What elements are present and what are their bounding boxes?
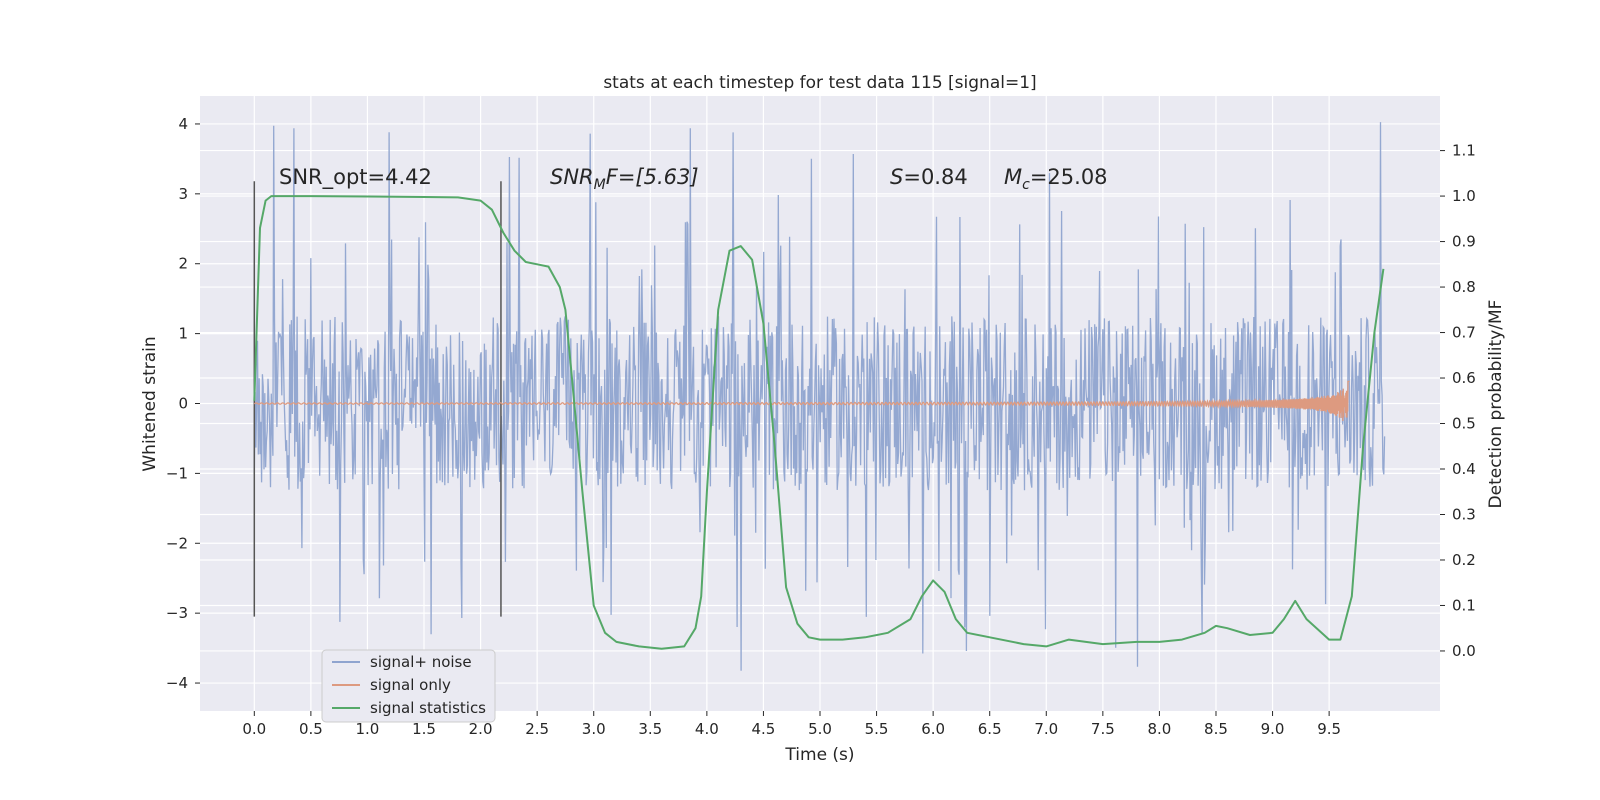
annotation-mc-sub: c [1022,177,1030,193]
x-tick-label-19: 9.5 [1317,720,1341,738]
series-signal-only [253,380,1350,422]
x-tick-label-0: 0.0 [242,720,266,738]
y-right-axis-ticks: 1.1 1.0 0.9 0.8 0.7 0.6 0.5 0.4 0.3 0.2 0.1 0.0 [1440,142,1476,660]
signal-statistics-line [253,195,1385,650]
x-tick-label-6: 3.0 [582,720,606,738]
y-right-tick-label-6: 0.5 [1452,415,1476,433]
signal-only-line [253,380,1350,422]
y-tick-label-1: 3 [178,185,188,203]
annotation-snr-mf-rest: F=[5.63] [606,165,699,189]
annotation-s-rest: =0.84 [903,165,967,189]
y-tick-label-2: 2 [178,255,188,273]
y-tick-label-5: −1 [166,464,188,482]
annotation-mc-rest: =25.08 [1030,165,1108,189]
x-tick-label-2: 1.0 [356,720,380,738]
annotation-mc: Mc=25.08 [1004,165,1108,193]
x-axis-label: Time (s) [784,745,854,765]
series-signal-plus-noise [253,122,1386,671]
x-tick-label-3: 1.5 [412,720,436,738]
legend-label-signal-only: signal only [370,676,451,694]
x-tick-label-15: 7.5 [1091,720,1115,738]
x-tick-label-12: 6.0 [921,720,945,738]
y-tick-label-3: 1 [178,325,188,343]
legend-label-signal-statistics: signal statistics [370,699,486,717]
y-right-tick-label-8: 0.3 [1452,505,1476,523]
x-tick-label-14: 7.0 [1034,720,1058,738]
x-tick-label-7: 3.5 [638,720,662,738]
x-tick-label-5: 2.5 [525,720,549,738]
x-tick-label-1: 0.5 [299,720,323,738]
y-right-axis-label: Detection probability/MF [1486,300,1506,509]
annotation-s-main: S [890,165,903,189]
signal-plus-noise-line [253,122,1386,671]
x-tick-label-17: 8.5 [1204,720,1228,738]
y-axis-ticks: 4 3 2 1 0 −1 −2 −3 −4 [166,115,200,692]
x-tick-label-18: 9.0 [1261,720,1285,738]
y-right-tick-label-10: 0.1 [1452,596,1476,614]
y-right-tick-label-0: 1.1 [1452,142,1476,160]
x-tick-label-8: 4.0 [695,720,719,738]
y-right-tick-label-7: 0.4 [1452,460,1476,478]
chart-title: stats at each timestep for test data 115… [603,73,1036,93]
annotation-mc-main: M [1004,165,1022,189]
legend: signal+ noise signal only signal statist… [321,649,496,723]
x-tick-label-11: 5.5 [865,720,889,738]
x-tick-label-4: 2.0 [469,720,493,738]
y-right-tick-label-9: 0.2 [1452,551,1476,569]
y-tick-label-8: −4 [166,674,188,692]
y-right-tick-label-3: 0.8 [1452,278,1476,296]
annotation-s: S=0.84 [890,165,968,189]
x-tick-label-9: 4.5 [752,720,776,738]
legend-box [321,649,496,723]
y-right-tick-label-4: 0.7 [1452,324,1476,342]
annotation-snr-mf: SNRMF=[5.63] [550,165,699,193]
annotation-snr-opt: SNR_opt=4.42 [279,165,432,190]
y-right-tick-label-11: 0.0 [1452,642,1476,660]
x-tick-label-16: 8.0 [1147,720,1171,738]
y-axis-label: Whitened strain [140,336,160,471]
y-right-tick-label-2: 0.9 [1452,233,1476,251]
x-tick-label-13: 6.5 [978,720,1002,738]
series-signal-statistics [253,195,1385,650]
y-right-tick-label-1: 1.0 [1452,187,1476,205]
annotation-snr-mf-main: SNR [550,165,594,189]
legend-label-signal-plus-noise: signal+ noise [370,653,472,671]
y-tick-label-0: 4 [178,115,188,133]
y-right-tick-label-5: 0.6 [1452,369,1476,387]
x-tick-label-10: 5.0 [808,720,832,738]
y-tick-label-7: −3 [166,604,188,622]
x-axis-ticks: 0.0 0.5 1.0 1.5 2.0 2.5 3.0 3.5 4.0 4.5 5.0 5.5 6.0 6… [242,711,1341,738]
y-tick-label-4: 0 [178,395,188,413]
y-tick-label-6: −2 [166,534,188,552]
annotation-snr-mf-sub: M [594,177,606,193]
